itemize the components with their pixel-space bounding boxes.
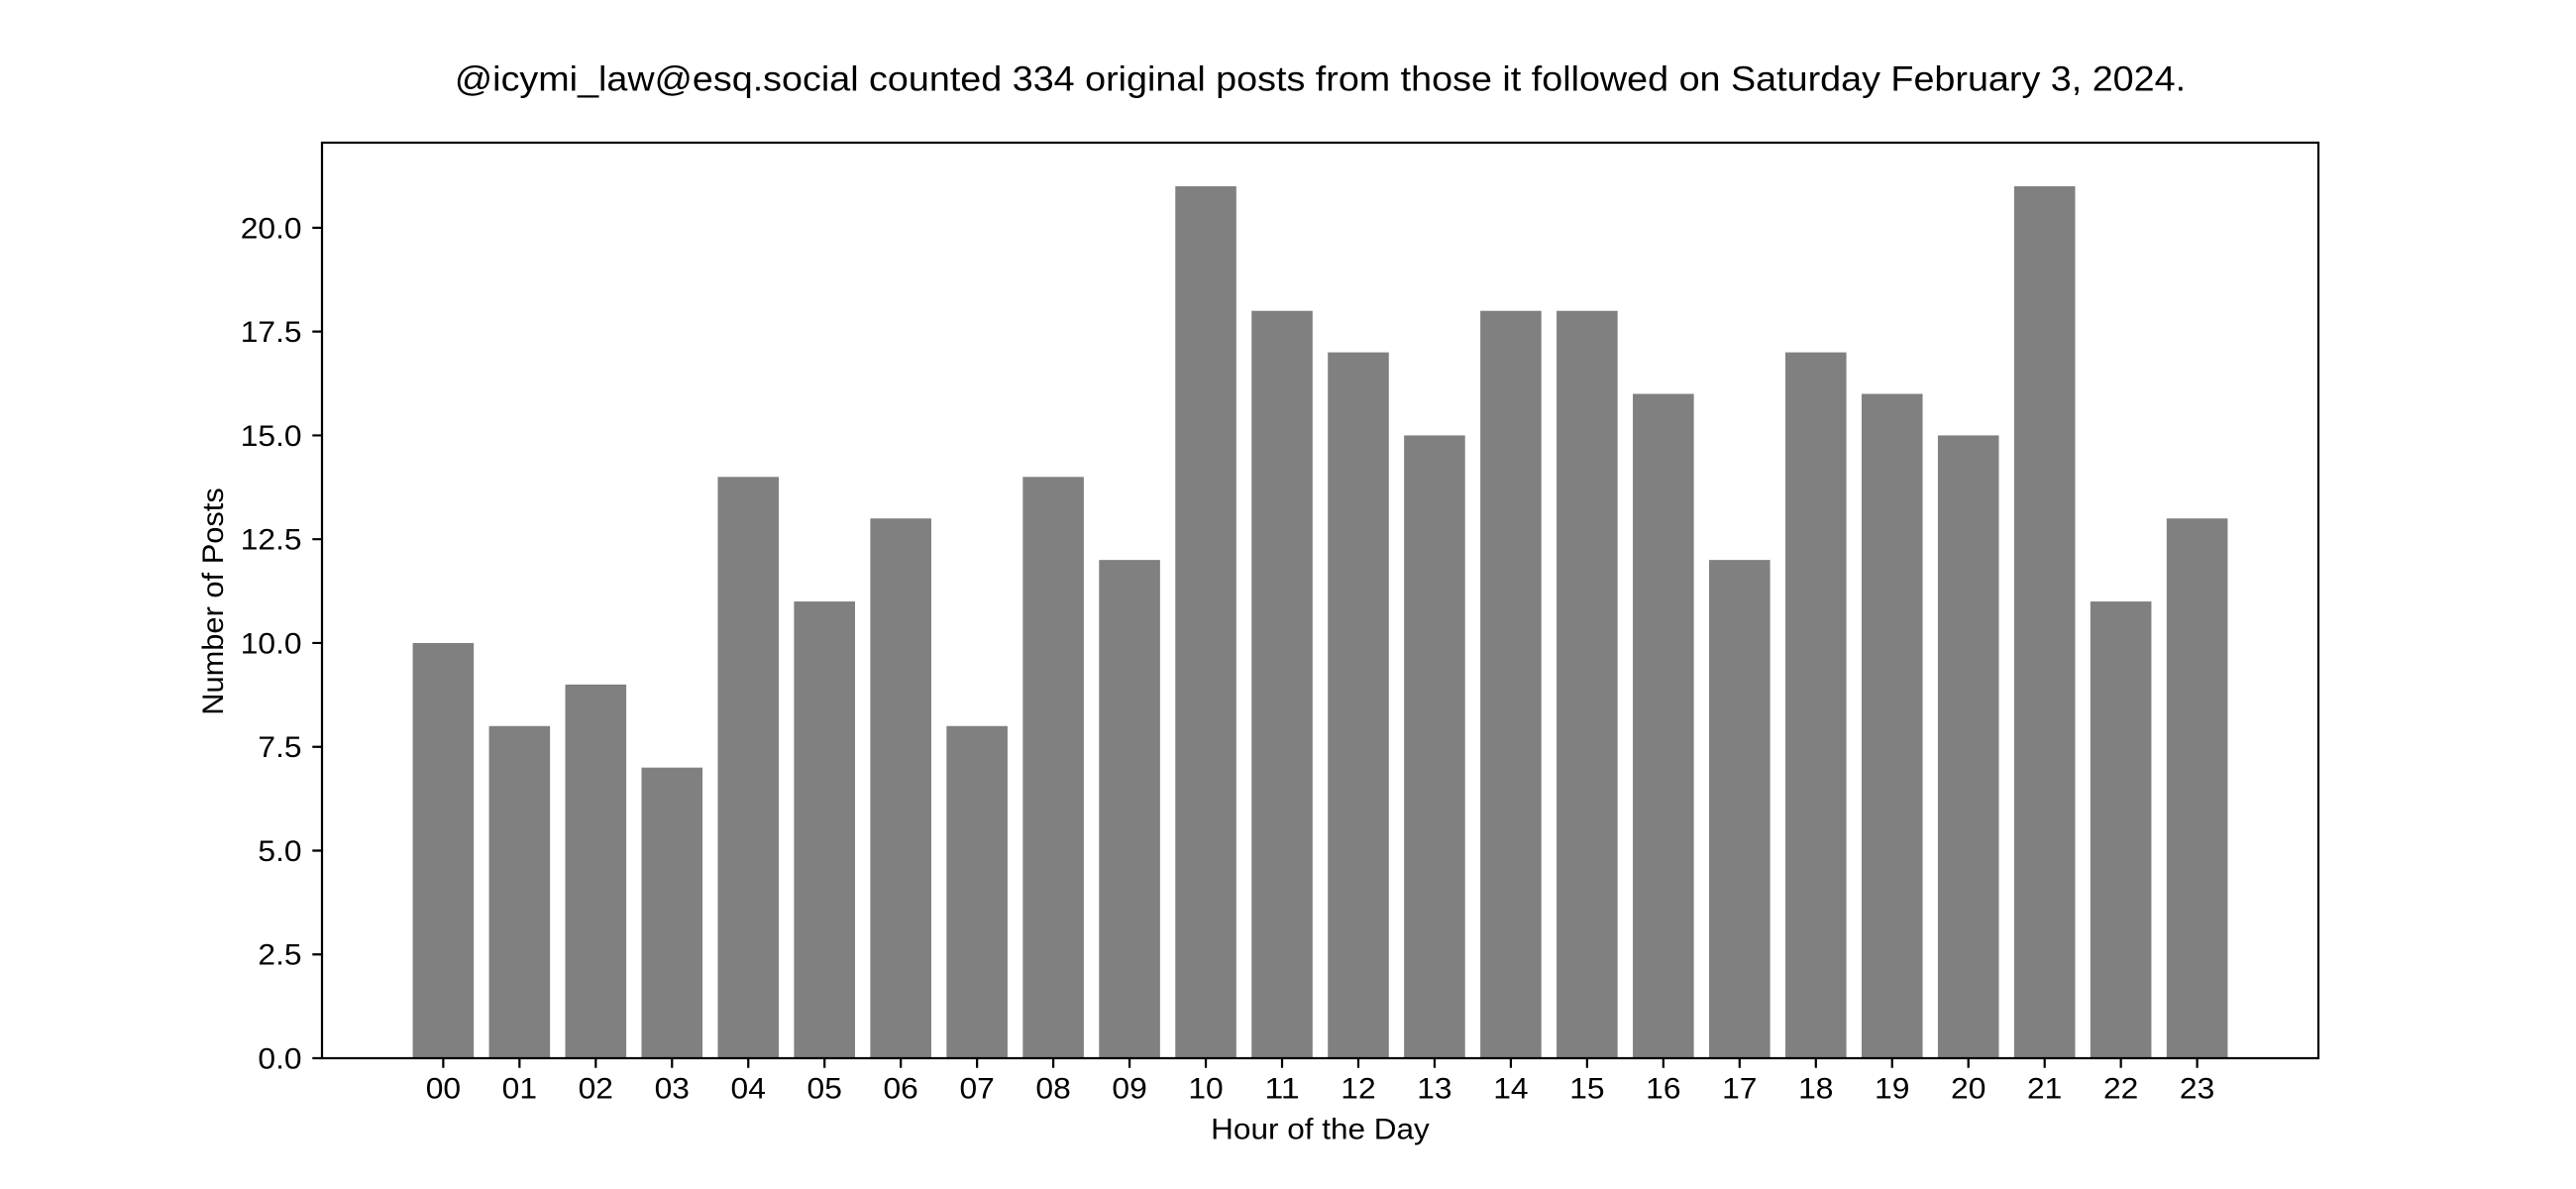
svg-text:11: 11: [1264, 1072, 1299, 1105]
svg-text:Hour of the Day: Hour of the Day: [1211, 1113, 1430, 1145]
svg-text:14: 14: [1493, 1072, 1528, 1105]
svg-text:06: 06: [884, 1072, 918, 1105]
svg-text:17.5: 17.5: [241, 316, 302, 349]
svg-text:12: 12: [1341, 1072, 1375, 1105]
svg-text:5.0: 5.0: [258, 835, 301, 868]
svg-text:05: 05: [807, 1072, 842, 1105]
svg-text:08: 08: [1035, 1072, 1070, 1105]
svg-text:10.0: 10.0: [241, 627, 302, 660]
svg-text:12.5: 12.5: [241, 524, 302, 557]
svg-text:23: 23: [2180, 1072, 2214, 1105]
svg-text:15: 15: [1569, 1072, 1604, 1105]
svg-text:03: 03: [655, 1072, 690, 1105]
svg-text:01: 01: [502, 1072, 537, 1105]
svg-text:21: 21: [2027, 1072, 2062, 1105]
svg-text:0.0: 0.0: [258, 1043, 301, 1076]
svg-text:19: 19: [1875, 1072, 1909, 1105]
svg-text:20.0: 20.0: [241, 212, 302, 245]
svg-text:Number of Posts: Number of Posts: [197, 487, 230, 715]
svg-text:15.0: 15.0: [241, 420, 302, 453]
svg-text:2.5: 2.5: [258, 939, 301, 972]
svg-text:18: 18: [1798, 1072, 1833, 1105]
svg-text:13: 13: [1417, 1072, 1451, 1105]
svg-text:02: 02: [579, 1072, 613, 1105]
svg-text:7.5: 7.5: [258, 731, 301, 764]
svg-text:10: 10: [1188, 1072, 1223, 1105]
svg-text:04: 04: [731, 1072, 766, 1105]
svg-text:@icymi_law@esq.social counted: @icymi_law@esq.social counted 334 origin…: [455, 59, 2186, 98]
svg-text:00: 00: [426, 1072, 461, 1105]
svg-text:17: 17: [1722, 1072, 1757, 1105]
svg-text:22: 22: [2103, 1072, 2138, 1105]
svg-text:16: 16: [1646, 1072, 1680, 1105]
svg-text:20: 20: [1951, 1072, 1986, 1105]
svg-text:09: 09: [1112, 1072, 1146, 1105]
svg-text:07: 07: [959, 1072, 994, 1105]
